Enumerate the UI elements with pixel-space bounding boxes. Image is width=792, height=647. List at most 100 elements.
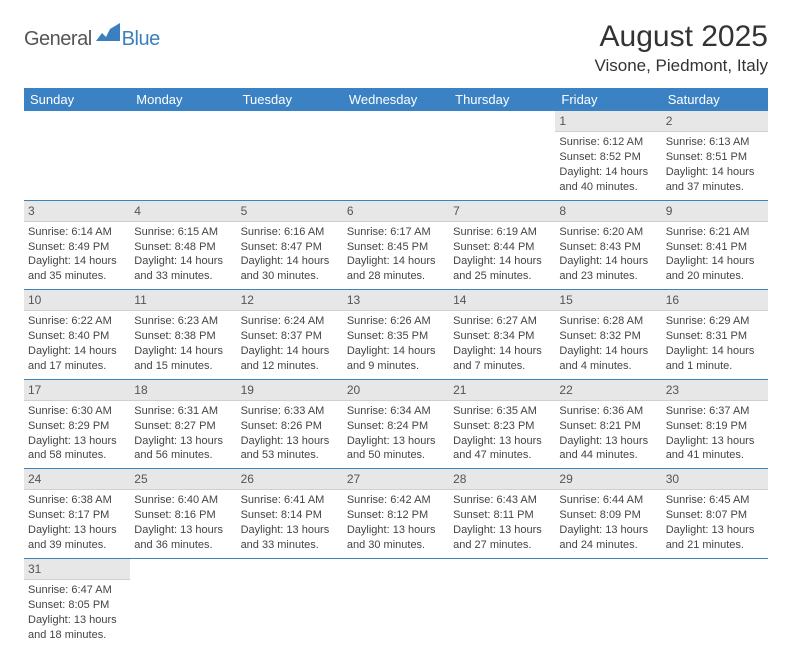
sunrise-line: Sunrise: 6:17 AM (347, 225, 445, 240)
daylight-line: Daylight: 14 hours and 25 minutes. (453, 254, 551, 284)
day-number: 4 (130, 201, 236, 222)
daylight-line: Daylight: 13 hours and 18 minutes. (28, 613, 126, 643)
day-body: Sunrise: 6:14 AMSunset: 8:49 PMDaylight:… (24, 222, 130, 289)
sunset-line: Sunset: 8:49 PM (28, 240, 126, 255)
day-body: Sunrise: 6:15 AMSunset: 8:48 PMDaylight:… (130, 222, 236, 289)
calendar-day-cell: 10Sunrise: 6:22 AMSunset: 8:40 PMDayligh… (24, 290, 130, 380)
day-number: 22 (555, 380, 661, 401)
sunset-line: Sunset: 8:41 PM (666, 240, 764, 255)
calendar-day-cell (343, 111, 449, 200)
sunset-line: Sunset: 8:38 PM (134, 329, 232, 344)
sunset-line: Sunset: 8:37 PM (241, 329, 339, 344)
day-body: Sunrise: 6:34 AMSunset: 8:24 PMDaylight:… (343, 401, 449, 468)
sunset-line: Sunset: 8:52 PM (559, 150, 657, 165)
day-body: Sunrise: 6:24 AMSunset: 8:37 PMDaylight:… (237, 311, 343, 378)
calendar-day-cell: 3Sunrise: 6:14 AMSunset: 8:49 PMDaylight… (24, 200, 130, 290)
calendar-day-cell: 26Sunrise: 6:41 AMSunset: 8:14 PMDayligh… (237, 469, 343, 559)
sunrise-line: Sunrise: 6:45 AM (666, 493, 764, 508)
calendar-day-cell (555, 558, 661, 647)
day-number: 17 (24, 380, 130, 401)
sunrise-line: Sunrise: 6:42 AM (347, 493, 445, 508)
day-body: Sunrise: 6:38 AMSunset: 8:17 PMDaylight:… (24, 490, 130, 557)
daylight-line: Daylight: 13 hours and 58 minutes. (28, 434, 126, 464)
sunset-line: Sunset: 8:19 PM (666, 419, 764, 434)
calendar-day-cell: 29Sunrise: 6:44 AMSunset: 8:09 PMDayligh… (555, 469, 661, 559)
calendar-day-cell: 19Sunrise: 6:33 AMSunset: 8:26 PMDayligh… (237, 379, 343, 469)
day-body: Sunrise: 6:31 AMSunset: 8:27 PMDaylight:… (130, 401, 236, 468)
day-number: 7 (449, 201, 555, 222)
calendar-day-cell: 13Sunrise: 6:26 AMSunset: 8:35 PMDayligh… (343, 290, 449, 380)
day-body: Sunrise: 6:42 AMSunset: 8:12 PMDaylight:… (343, 490, 449, 557)
day-number: 16 (662, 290, 768, 311)
daylight-line: Daylight: 13 hours and 33 minutes. (241, 523, 339, 553)
day-number: 6 (343, 201, 449, 222)
calendar-day-cell: 12Sunrise: 6:24 AMSunset: 8:37 PMDayligh… (237, 290, 343, 380)
sunrise-line: Sunrise: 6:16 AM (241, 225, 339, 240)
day-number: 12 (237, 290, 343, 311)
calendar-week: 1Sunrise: 6:12 AMSunset: 8:52 PMDaylight… (24, 111, 768, 200)
day-number: 19 (237, 380, 343, 401)
sunset-line: Sunset: 8:07 PM (666, 508, 764, 523)
calendar-day-cell: 20Sunrise: 6:34 AMSunset: 8:24 PMDayligh… (343, 379, 449, 469)
dayname-header: Wednesday (343, 88, 449, 111)
calendar-body: 1Sunrise: 6:12 AMSunset: 8:52 PMDaylight… (24, 111, 768, 647)
daylight-line: Daylight: 14 hours and 40 minutes. (559, 165, 657, 195)
sunrise-line: Sunrise: 6:22 AM (28, 314, 126, 329)
sunrise-line: Sunrise: 6:13 AM (666, 135, 764, 150)
calendar-day-cell: 16Sunrise: 6:29 AMSunset: 8:31 PMDayligh… (662, 290, 768, 380)
day-body: Sunrise: 6:45 AMSunset: 8:07 PMDaylight:… (662, 490, 768, 557)
calendar-day-cell: 23Sunrise: 6:37 AMSunset: 8:19 PMDayligh… (662, 379, 768, 469)
daylight-line: Daylight: 13 hours and 21 minutes. (666, 523, 764, 553)
sunrise-line: Sunrise: 6:33 AM (241, 404, 339, 419)
day-number: 3 (24, 201, 130, 222)
sunset-line: Sunset: 8:29 PM (28, 419, 126, 434)
daylight-line: Daylight: 13 hours and 56 minutes. (134, 434, 232, 464)
sunrise-line: Sunrise: 6:21 AM (666, 225, 764, 240)
day-body: Sunrise: 6:29 AMSunset: 8:31 PMDaylight:… (662, 311, 768, 378)
sunset-line: Sunset: 8:16 PM (134, 508, 232, 523)
sunset-line: Sunset: 8:43 PM (559, 240, 657, 255)
day-number: 24 (24, 469, 130, 490)
calendar-day-cell (24, 111, 130, 200)
calendar-day-cell (343, 558, 449, 647)
sunset-line: Sunset: 8:09 PM (559, 508, 657, 523)
daylight-line: Daylight: 14 hours and 20 minutes. (666, 254, 764, 284)
calendar-day-cell: 25Sunrise: 6:40 AMSunset: 8:16 PMDayligh… (130, 469, 236, 559)
calendar-week: 17Sunrise: 6:30 AMSunset: 8:29 PMDayligh… (24, 379, 768, 469)
dayname-header: Saturday (662, 88, 768, 111)
calendar-day-cell: 11Sunrise: 6:23 AMSunset: 8:38 PMDayligh… (130, 290, 236, 380)
sunset-line: Sunset: 8:47 PM (241, 240, 339, 255)
sunset-line: Sunset: 8:14 PM (241, 508, 339, 523)
sunset-line: Sunset: 8:05 PM (28, 598, 126, 613)
day-number: 29 (555, 469, 661, 490)
calendar-day-cell: 14Sunrise: 6:27 AMSunset: 8:34 PMDayligh… (449, 290, 555, 380)
sunrise-line: Sunrise: 6:27 AM (453, 314, 551, 329)
sunrise-line: Sunrise: 6:23 AM (134, 314, 232, 329)
sunrise-line: Sunrise: 6:34 AM (347, 404, 445, 419)
calendar-week: 24Sunrise: 6:38 AMSunset: 8:17 PMDayligh… (24, 469, 768, 559)
logo-chart-icon (96, 23, 120, 46)
sunset-line: Sunset: 8:24 PM (347, 419, 445, 434)
daylight-line: Daylight: 14 hours and 30 minutes. (241, 254, 339, 284)
sunset-line: Sunset: 8:26 PM (241, 419, 339, 434)
day-number: 10 (24, 290, 130, 311)
daylight-line: Daylight: 14 hours and 4 minutes. (559, 344, 657, 374)
day-number: 2 (662, 111, 768, 132)
day-body: Sunrise: 6:33 AMSunset: 8:26 PMDaylight:… (237, 401, 343, 468)
calendar-head: SundayMondayTuesdayWednesdayThursdayFrid… (24, 88, 768, 111)
day-body: Sunrise: 6:12 AMSunset: 8:52 PMDaylight:… (555, 132, 661, 199)
day-number: 14 (449, 290, 555, 311)
calendar-day-cell: 9Sunrise: 6:21 AMSunset: 8:41 PMDaylight… (662, 200, 768, 290)
sunset-line: Sunset: 8:17 PM (28, 508, 126, 523)
sunrise-line: Sunrise: 6:41 AM (241, 493, 339, 508)
sunrise-line: Sunrise: 6:31 AM (134, 404, 232, 419)
sunrise-line: Sunrise: 6:26 AM (347, 314, 445, 329)
calendar-day-cell: 31Sunrise: 6:47 AMSunset: 8:05 PMDayligh… (24, 558, 130, 647)
day-number: 25 (130, 469, 236, 490)
daylight-line: Daylight: 13 hours and 36 minutes. (134, 523, 232, 553)
daylight-line: Daylight: 13 hours and 30 minutes. (347, 523, 445, 553)
sunset-line: Sunset: 8:44 PM (453, 240, 551, 255)
calendar-day-cell: 21Sunrise: 6:35 AMSunset: 8:23 PMDayligh… (449, 379, 555, 469)
day-body: Sunrise: 6:43 AMSunset: 8:11 PMDaylight:… (449, 490, 555, 557)
sunset-line: Sunset: 8:45 PM (347, 240, 445, 255)
